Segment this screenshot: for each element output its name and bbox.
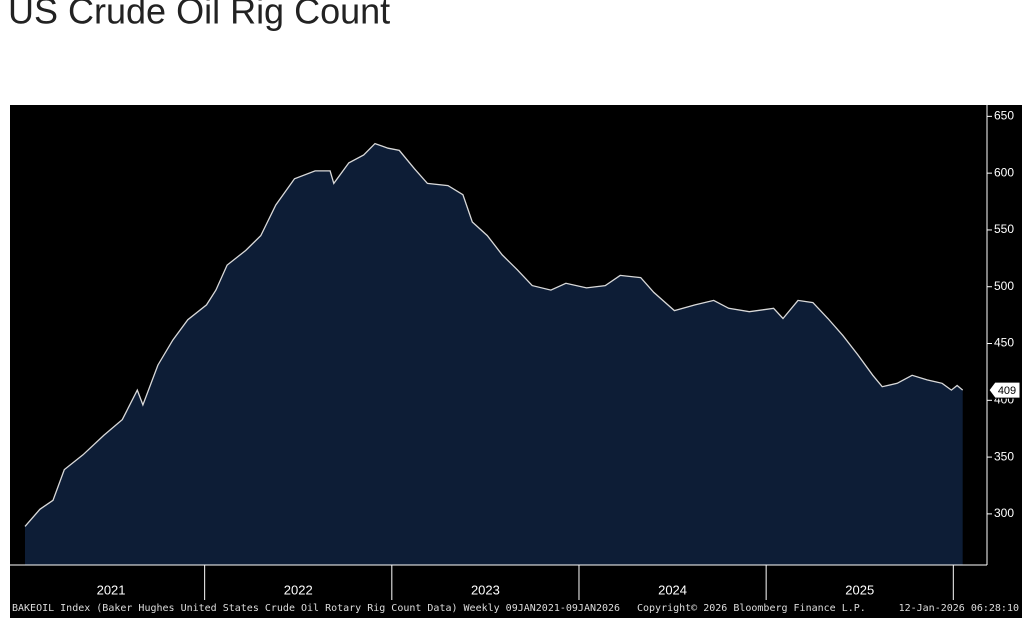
x-tick-label: 2025 [845, 582, 874, 597]
area-fill [24, 143, 963, 565]
y-tick-label: 350 [994, 449, 1014, 463]
y-tick-label: 300 [994, 506, 1014, 520]
y-tick-label: 650 [994, 109, 1014, 123]
x-tick-label: 2021 [97, 582, 126, 597]
x-tick-label: 2024 [658, 582, 687, 597]
source-note: BAKEOIL Index (Baker Hughes United State… [12, 603, 620, 614]
timestamp: 12-Jan-2026 06:28:10 [899, 603, 1019, 614]
y-tick-label: 600 [994, 165, 1014, 179]
last-value-label: 409 [998, 385, 1016, 397]
chart-title: US Crude Oil Rig Count [8, 0, 390, 32]
x-tick-label: 2022 [284, 582, 313, 597]
x-tick-label: 2023 [471, 582, 500, 597]
area-line [24, 142, 964, 527]
y-tick-label: 500 [994, 279, 1014, 293]
y-tick-label: 450 [994, 336, 1014, 350]
y-tick-label: 550 [994, 222, 1014, 236]
last-value-box [988, 381, 1021, 399]
copyright-note: Copyright© 2026 Bloomberg Finance L.P. [637, 603, 866, 614]
